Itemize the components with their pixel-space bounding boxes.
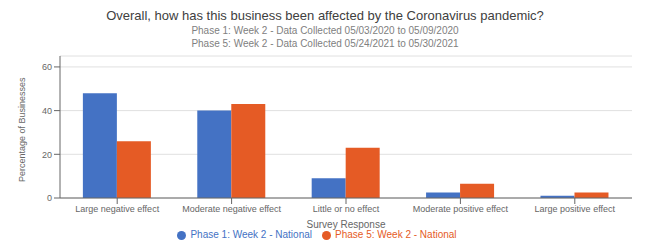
html-text:Phase 5: Week 2 - National: Phase 5: Week 2 - National [335,229,457,240]
svg-text:Large positive effect: Large positive effect [535,204,616,214]
html-text:Phase 5: Week 2 - Data Collect: Phase 5: Week 2 - Data Collected 05/24/2… [191,38,459,49]
html-text:Phase 1: Week 2 - National: Phase 1: Week 2 - National [190,229,312,240]
html-text:Phase 1: Week 2 - Data Collect: Phase 1: Week 2 - Data Collected 05/03/2… [191,25,459,36]
svg-text:20: 20 [42,150,52,160]
svg-text:60: 60 [42,62,52,72]
svg-text:Percentage of Businesses: Percentage of Businesses [17,77,27,182]
svg-text:Moderate negative effect: Moderate negative effect [182,204,281,214]
svg-text:40: 40 [42,106,52,116]
svg-text:0: 0 [47,193,52,203]
svg-text:Little or no effect: Little or no effect [313,204,380,214]
svg-text:Large negative effect: Large negative effect [75,204,159,214]
svg-text:Moderate positive effect: Moderate positive effect [413,204,509,214]
svg-text:Survey Response: Survey Response [307,219,386,230]
html-text:Overall, how has this business: Overall, how has this business been affe… [106,8,544,23]
